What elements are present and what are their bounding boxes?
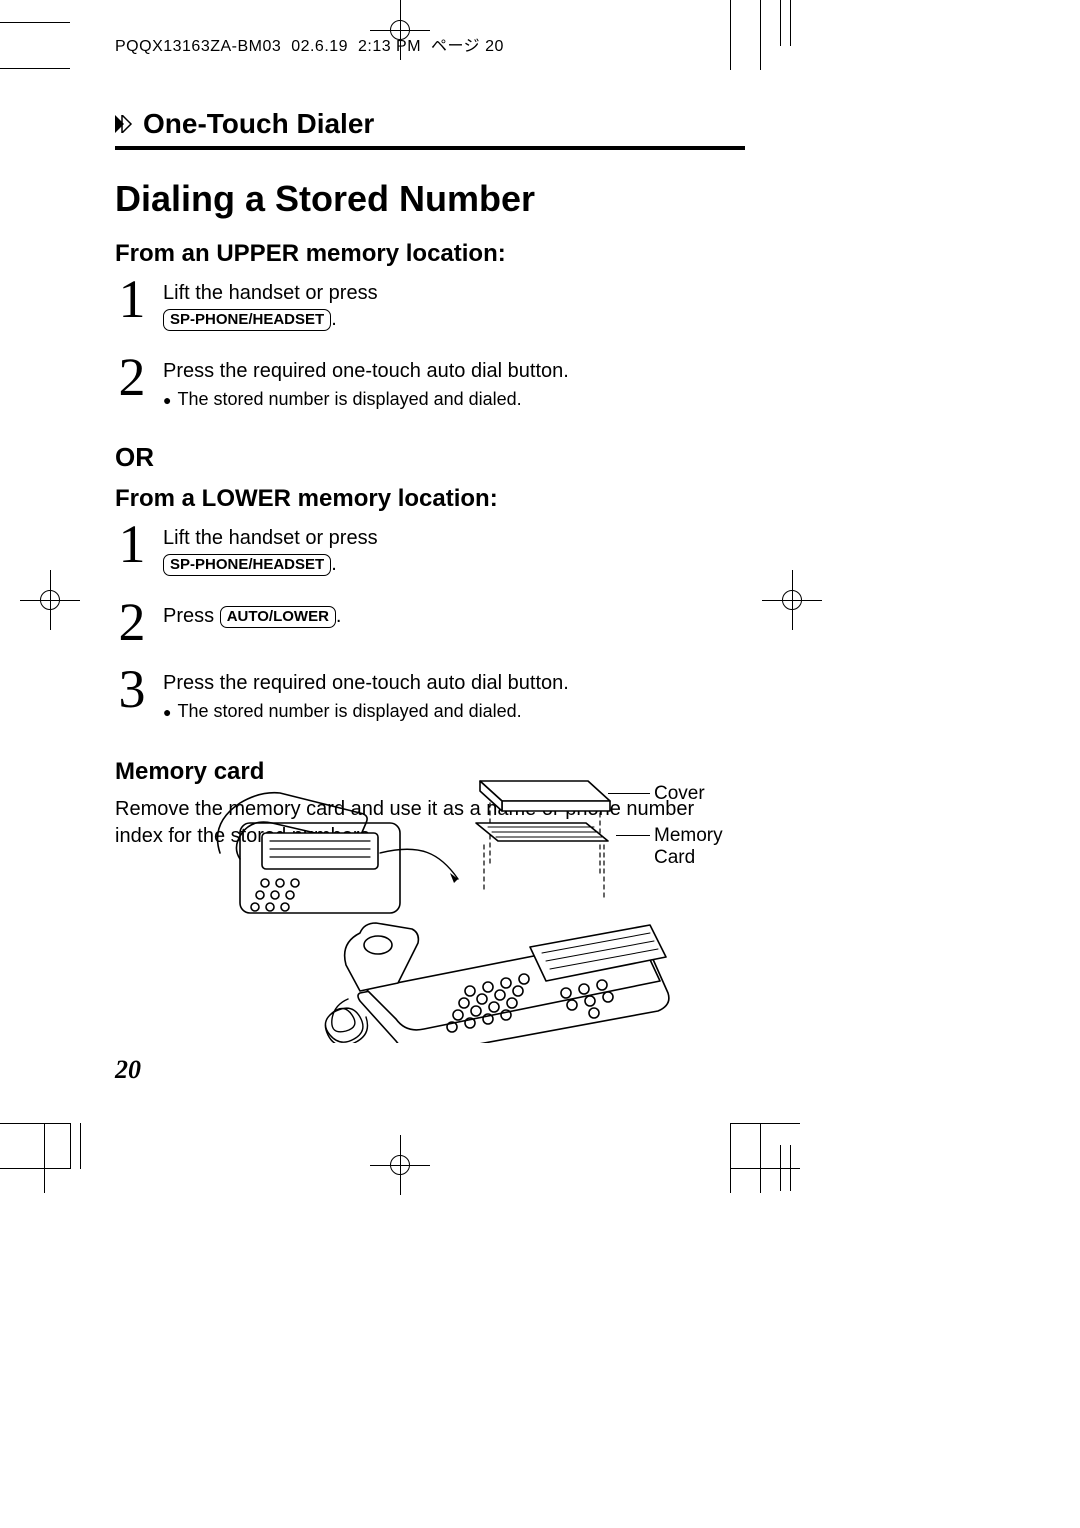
crop-mark (760, 0, 761, 70)
crop-mark (730, 0, 731, 70)
registration-target-icon (20, 570, 80, 630)
callout-line (608, 793, 650, 794)
crop-mark (70, 1123, 71, 1169)
registration-target-icon (762, 570, 822, 630)
crop-mark (760, 1123, 761, 1193)
button-label: SP-PHONE/HEADSET (163, 554, 331, 576)
page-title: Dialing a Stored Number (115, 178, 745, 220)
chevron-right-icon (115, 115, 133, 133)
chapter-header: One-Touch Dialer (115, 108, 745, 140)
step-text: Lift the handset or press (163, 282, 378, 304)
page-number: 20 (115, 1055, 141, 1085)
crop-mark (0, 1168, 70, 1169)
step: 1 Lift the handset or press SP-PHONE/HEA… (115, 523, 745, 577)
step-text: Press (163, 605, 214, 627)
bullet-icon: ● (163, 388, 171, 412)
step: 2 Press the required one-touch auto dial… (115, 356, 745, 412)
doc-id: PQQX13163ZA-BM03 (115, 38, 281, 55)
step-subtext: The stored number is displayed and diale… (177, 700, 521, 723)
chapter-title: One-Touch Dialer (143, 108, 374, 140)
step-body: Press the required one-touch auto dial b… (163, 668, 569, 724)
step-text: Press the required one-touch auto dial b… (163, 360, 569, 382)
crop-mark (790, 0, 791, 46)
upper-steps: 1 Lift the handset or press SP-PHONE/HEA… (115, 278, 745, 412)
step: 2 Press AUTO/LOWER. (115, 601, 745, 644)
callout-line (616, 835, 650, 836)
callout-memory-card: Memory Card (654, 825, 730, 869)
page-label-num: 20 (485, 38, 504, 55)
crop-mark (0, 22, 70, 23)
step-subtext: The stored number is displayed and diale… (177, 388, 521, 411)
step-body: Lift the handset or press SP-PHONE/HEADS… (163, 278, 378, 332)
doc-date: 02.6.19 (291, 38, 348, 55)
step-text: Lift the handset or press (163, 527, 378, 549)
step-number: 1 (115, 523, 149, 566)
crop-mark (80, 1123, 81, 1169)
button-label: SP-PHONE/HEADSET (163, 309, 331, 331)
header-meta: PQQX13163ZA-BM03 02.6.19 2:13 PM ページ 20 (115, 32, 504, 56)
content-area: One-Touch Dialer Dialing a Stored Number… (115, 108, 745, 850)
step-number: 3 (115, 668, 149, 711)
crop-mark (44, 1123, 45, 1193)
step: 3 Press the required one-touch auto dial… (115, 668, 745, 724)
crop-mark (0, 1123, 70, 1124)
or-label: OR (115, 442, 745, 473)
lower-steps: 1 Lift the handset or press SP-PHONE/HEA… (115, 523, 745, 724)
divider (115, 146, 745, 150)
crop-mark (0, 68, 70, 69)
step-body: Press AUTO/LOWER. (163, 601, 341, 629)
step-number: 2 (115, 601, 149, 644)
callout-cover: Cover (654, 783, 705, 805)
punct: . (331, 308, 337, 330)
step-body: Lift the handset or press SP-PHONE/HEADS… (163, 523, 378, 577)
step-number: 2 (115, 356, 149, 399)
page-label-jp: ページ (431, 38, 480, 55)
bullet-icon: ● (163, 700, 171, 724)
page: PQQX13163ZA-BM03 02.6.19 2:13 PM ページ 20 … (0, 0, 1080, 1528)
crop-mark (730, 1123, 731, 1193)
step: 1 Lift the handset or press SP-PHONE/HEA… (115, 278, 745, 332)
crop-mark (790, 1145, 791, 1191)
crop-mark (780, 1145, 781, 1191)
punct: . (336, 605, 342, 627)
step-number: 1 (115, 278, 149, 321)
step-body: Press the required one-touch auto dial b… (163, 356, 569, 412)
registration-target-icon (370, 1135, 430, 1195)
phone-figure: Cover Memory Card (200, 773, 730, 1043)
crop-mark (780, 0, 781, 46)
crop-mark (730, 1123, 800, 1124)
step-text: Press the required one-touch auto dial b… (163, 672, 569, 694)
lower-heading: From a LOWER memory location: (115, 485, 745, 513)
upper-heading: From an UPPER memory location: (115, 240, 745, 268)
punct: . (331, 553, 337, 575)
button-label: AUTO/LOWER (220, 606, 336, 628)
doc-time: 2:13 PM (358, 38, 421, 55)
